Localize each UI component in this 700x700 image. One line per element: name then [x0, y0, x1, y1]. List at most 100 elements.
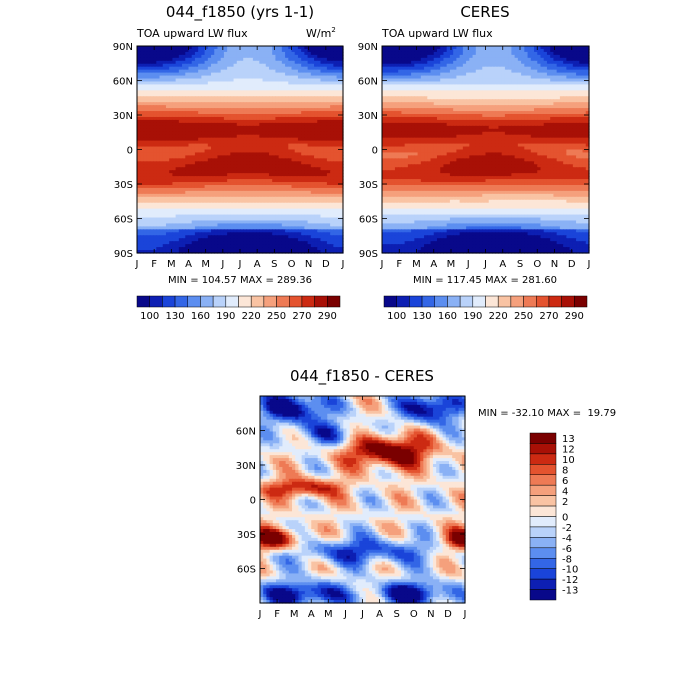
heatmap-cell: [285, 93, 289, 97]
heatmap-cell: [185, 164, 190, 168]
heatmap-cell: [143, 176, 148, 180]
heatmap-cell: [188, 48, 193, 53]
heatmap-cell: [339, 46, 344, 50]
heatmap-cell: [304, 69, 309, 74]
heatmap-cell: [236, 164, 241, 168]
heatmap-cell: [201, 152, 206, 157]
heatmap-cell: [140, 140, 145, 145]
heatmap-cell: [233, 128, 238, 133]
heatmap-cell: [165, 205, 170, 210]
heatmap-cell: [182, 57, 186, 62]
heatmap-cell: [204, 63, 209, 68]
heatmap-cell: [230, 170, 235, 174]
heatmap-cell: [149, 105, 154, 109]
heatmap-cell: [323, 84, 328, 88]
heatmap-cell: [188, 208, 193, 213]
heatmap-cell: [275, 54, 280, 59]
heatmap-cell: [223, 111, 228, 115]
heatmap-cell: [220, 54, 225, 59]
heatmap-cell: [330, 93, 334, 97]
heatmap-cell: [185, 182, 190, 186]
heatmap-cell: [211, 57, 215, 62]
heatmap-cell: [252, 179, 257, 183]
heatmap-cell: [326, 46, 331, 50]
heatmap-cell: [191, 164, 196, 168]
heatmap-cell: [297, 87, 302, 91]
heatmap-cell: [281, 81, 286, 86]
heatmap-cell: [333, 214, 338, 219]
heatmap-cell: [262, 51, 267, 56]
heatmap-cell: [275, 72, 280, 77]
heatmap-cell: [297, 72, 302, 77]
heatmap-cell: [165, 46, 170, 50]
heatmap-cell: [265, 60, 270, 65]
heatmap-cell: [153, 214, 157, 219]
heatmap-cell: [149, 102, 154, 106]
heatmap-cell: [143, 96, 148, 100]
heatmap-cell: [243, 193, 248, 198]
heatmap-cell: [310, 167, 315, 171]
heatmap-cell: [262, 155, 267, 159]
heatmap-cell: [336, 173, 341, 177]
heatmap-cell: [339, 119, 344, 124]
heatmap-cell: [143, 69, 148, 74]
heatmap-cell: [146, 170, 151, 174]
heatmap-cell: [240, 202, 244, 207]
heatmap-cell: [214, 57, 219, 62]
heatmap-cell: [320, 128, 325, 133]
heatmap-cell: [281, 146, 286, 151]
heatmap-cell: [330, 108, 334, 112]
heatmap-cell: [246, 63, 251, 68]
heatmap-cell: [256, 90, 260, 94]
heatmap-cell: [285, 87, 289, 91]
heatmap-cell: [207, 75, 212, 80]
heatmap-cell: [143, 211, 148, 216]
heatmap-cell: [262, 134, 267, 139]
heatmap-cell: [137, 217, 141, 222]
heatmap-cell: [159, 155, 164, 159]
heatmap-cell: [249, 63, 254, 68]
heatmap-cell: [233, 146, 238, 151]
heatmap-cell: [188, 90, 193, 94]
x-tick-label: M: [201, 259, 210, 270]
x-tick-label: J: [341, 259, 345, 270]
heatmap-cell: [172, 190, 177, 195]
heatmap-cell: [143, 184, 148, 189]
heatmap-cell: [314, 140, 318, 145]
heatmap-cell: [175, 199, 180, 204]
heatmap-cell: [323, 66, 328, 71]
heatmap-cell: [204, 116, 209, 121]
heatmap-cell: [304, 87, 309, 91]
heatmap-cell: [330, 196, 334, 201]
heatmap-cell: [169, 164, 174, 168]
heatmap-cell: [211, 63, 215, 68]
heatmap-cell: [191, 184, 196, 189]
heatmap-cell: [275, 63, 280, 68]
heatmap-cell: [169, 149, 174, 154]
heatmap-cell: [201, 102, 206, 106]
panel-model-units-sup: 2: [331, 26, 335, 34]
heatmap-cell: [320, 48, 325, 53]
heatmap-cell: [272, 155, 277, 159]
heatmap-cell: [317, 87, 322, 91]
heatmap-cell: [204, 152, 209, 157]
heatmap-cell: [333, 63, 338, 68]
heatmap-cell: [159, 152, 164, 157]
heatmap-cell: [252, 87, 257, 91]
heatmap-cell: [162, 122, 167, 127]
heatmap-cell: [304, 205, 309, 210]
heatmap-cell: [175, 164, 180, 168]
heatmap-cell: [333, 119, 338, 124]
heatmap-cell: [297, 81, 302, 86]
heatmap-cell: [259, 105, 264, 109]
heatmap-cell: [326, 196, 331, 201]
heatmap-cell: [153, 66, 157, 71]
heatmap-cell: [201, 134, 206, 139]
heatmap-cell: [223, 51, 228, 56]
panel-model-subtitle: TOA upward LW flux: [136, 27, 248, 40]
heatmap-cell: [330, 63, 334, 68]
heatmap-cell: [272, 170, 277, 174]
heatmap-cell: [288, 152, 293, 157]
heatmap-cell: [175, 60, 180, 65]
heatmap-cell: [137, 187, 141, 192]
